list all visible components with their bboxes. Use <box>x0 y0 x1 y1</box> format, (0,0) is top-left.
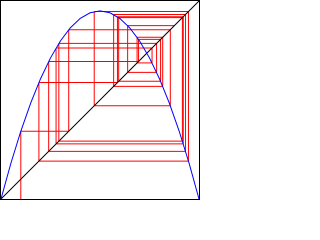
map-curve <box>0 10 200 200</box>
identity-line <box>0 0 200 200</box>
page: {"chart_data": {"type": "cobweb", "xlim"… <box>0 0 200 200</box>
chart <box>0 0 200 200</box>
